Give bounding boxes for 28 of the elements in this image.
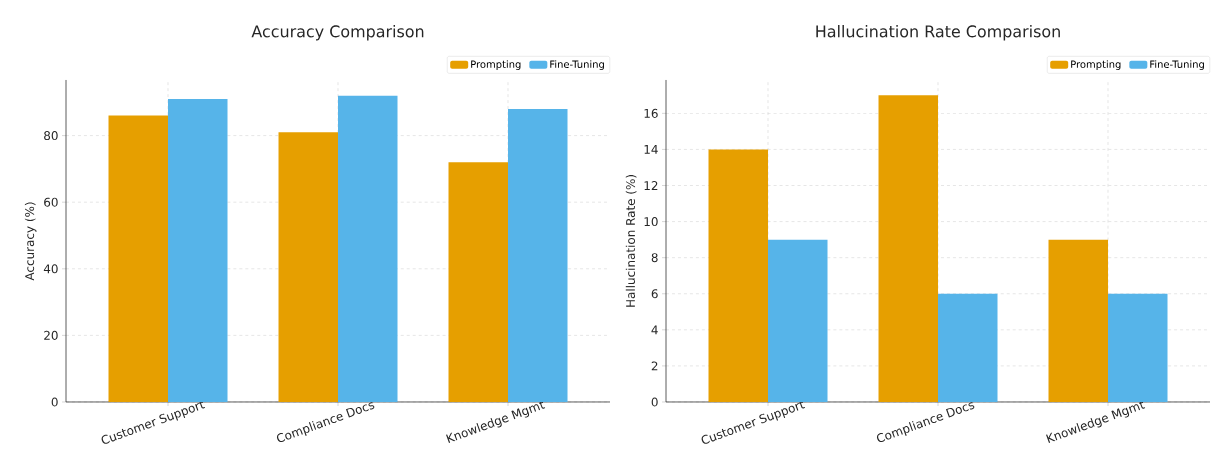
bar	[878, 95, 939, 402]
y-tick-label: 80	[44, 131, 58, 141]
y-tick-label: 16	[644, 108, 658, 118]
legend-label: Fine-Tuning	[1150, 60, 1204, 70]
y-tick-label: 20	[44, 330, 58, 340]
y-axis-title: Hallucination Rate (%)	[625, 175, 637, 307]
bar	[1048, 239, 1109, 402]
bar	[768, 239, 828, 402]
chart-title: Accuracy Comparison	[251, 25, 424, 41]
legend-label: Prompting	[1071, 60, 1121, 70]
y-tick-label: 14	[644, 145, 658, 154]
legend-label: Prompting	[471, 60, 521, 70]
bar	[1108, 293, 1168, 402]
y-tick-label: 10	[644, 217, 658, 227]
bar	[708, 149, 769, 402]
y-tick-label: 2	[651, 361, 658, 371]
bar	[938, 293, 998, 402]
y-tick-label: 6	[651, 289, 658, 299]
y-axis-title: Accuracy (%)	[24, 202, 37, 281]
y-tick-label: 0	[651, 397, 658, 407]
legend-label: Fine-Tuning	[550, 60, 604, 70]
y-tick-label: 8	[651, 253, 658, 263]
y-tick-label: 4	[651, 325, 658, 335]
y-tick-label: 40	[43, 264, 58, 274]
y-tick-label: 60	[44, 197, 58, 207]
y-tick-label: 0	[51, 397, 58, 407]
chart-title: Hallucination Rate Comparison	[816, 25, 1060, 41]
y-tick-label: 12	[644, 181, 658, 190]
